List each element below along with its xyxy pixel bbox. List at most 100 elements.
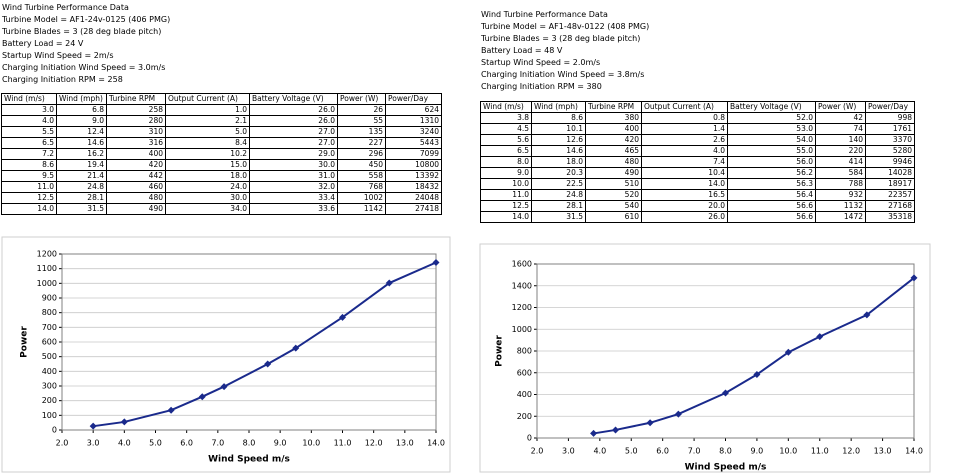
header-row: Wind (m/s) Wind (mph) Turbine RPM Output Cu… xyxy=(480,101,915,113)
table-cell: 1761 xyxy=(865,123,915,135)
y-tick-label: 1400 xyxy=(512,281,532,290)
table-cell: 5.5 xyxy=(1,126,57,138)
table-cell: 465 xyxy=(585,145,642,157)
table-cell: 558 xyxy=(337,170,386,182)
table-cell: 316 xyxy=(106,137,166,149)
info-line: Charging Initiation RPM = 258 xyxy=(2,75,123,84)
x-tick-label: 4.0 xyxy=(593,447,606,456)
table-cell: 56.4 xyxy=(727,189,816,201)
x-tick-label: 2.0 xyxy=(56,439,69,448)
table-cell: 3.0 xyxy=(1,104,57,116)
table-row: 5.5 12.4 310 5.0 27.0 135 3240 xyxy=(1,126,442,138)
x-tick-label: 11.0 xyxy=(334,439,352,448)
table-cell: 31.5 xyxy=(56,203,107,215)
table-cell: 9.0 xyxy=(56,115,107,127)
column-header: Wind (m/s) xyxy=(480,101,532,113)
marker xyxy=(198,393,206,401)
table-row: 4.0 9.0 280 2.1 26.0 55 1310 xyxy=(1,115,442,127)
table-cell: 1310 xyxy=(385,115,442,127)
x-tick-label: 4.0 xyxy=(118,439,131,448)
marker xyxy=(220,383,228,391)
table-cell: 14.6 xyxy=(56,137,107,149)
table-cell: 3.8 xyxy=(480,112,532,124)
table-cell: 9.0 xyxy=(480,167,532,179)
marker xyxy=(612,426,620,434)
table-cell: 296 xyxy=(337,148,386,160)
table-cell: 56.6 xyxy=(727,211,816,223)
column-header: Turbine RPM xyxy=(106,93,166,105)
y-tick-label: 300 xyxy=(42,382,57,391)
column-header: Battery Voltage (V) xyxy=(727,101,816,113)
table-cell: 9946 xyxy=(865,156,915,168)
table-cell: 460 xyxy=(106,181,166,193)
table-row: 9.5 21.4 442 18.0 31.0 558 13392 xyxy=(1,170,442,182)
marker xyxy=(784,348,792,356)
x-tick-label: 11.0 xyxy=(811,447,829,456)
table-cell: 52.0 xyxy=(727,112,816,124)
table-cell: 20.3 xyxy=(531,167,586,179)
table-cell: 610 xyxy=(585,211,642,223)
table-cell: 18.0 xyxy=(165,170,250,182)
y-tick-label: 200 xyxy=(42,396,57,405)
table-cell: 14.0 xyxy=(641,178,728,190)
table-cell: 33.4 xyxy=(249,192,338,204)
data-table: Wind (m/s) Wind (mph) Turbine RPM Output Cu… xyxy=(1,93,442,215)
x-tick-label: 10.0 xyxy=(302,439,320,448)
table-cell: 33.6 xyxy=(249,203,338,215)
marker xyxy=(910,274,918,282)
table-cell: 12.6 xyxy=(531,134,586,146)
y-tick-label: 600 xyxy=(42,338,57,347)
table-cell: 1.4 xyxy=(641,123,728,135)
table-cell: 10.4 xyxy=(641,167,728,179)
table-cell: 11.0 xyxy=(480,189,532,201)
table-cell: 0.8 xyxy=(641,112,728,124)
column-header: Power/Day xyxy=(385,93,442,105)
table-cell: 1.0 xyxy=(165,104,250,116)
table-cell: 420 xyxy=(106,159,166,171)
table-cell: 18917 xyxy=(865,178,915,190)
info-line: Battery Load = 48 V xyxy=(481,46,563,55)
y-tick-label: 800 xyxy=(42,308,57,317)
table-cell: 27.0 xyxy=(249,137,338,149)
marker xyxy=(292,344,300,352)
x-tick-label: 3.0 xyxy=(562,447,575,456)
table-cell: 16.5 xyxy=(641,189,728,201)
table-cell: 54.0 xyxy=(727,134,816,146)
table-cell: 788 xyxy=(815,178,866,190)
table-cell: 10800 xyxy=(385,159,442,171)
table-cell: 31.0 xyxy=(249,170,338,182)
x-tick-label: 6.0 xyxy=(656,447,669,456)
table-cell: 12.5 xyxy=(480,200,532,212)
table-cell: 27418 xyxy=(385,203,442,215)
column-header: Power (W) xyxy=(337,93,386,105)
table-cell: 4.5 xyxy=(480,123,532,135)
table-cell: 56.2 xyxy=(727,167,816,179)
table-cell: 2.6 xyxy=(641,134,728,146)
table-cell: 16.2 xyxy=(56,148,107,160)
table-cell: 8.6 xyxy=(1,159,57,171)
table-cell: 30.0 xyxy=(165,192,250,204)
table-cell: 5.0 xyxy=(165,126,250,138)
table-row: 4.5 10.1 400 1.4 53.0 74 1761 xyxy=(480,123,915,135)
column-header: Battery Voltage (V) xyxy=(249,93,338,105)
table-cell: 140 xyxy=(815,134,866,146)
x-tick-label: 2.0 xyxy=(531,447,544,456)
y-tick-label: 600 xyxy=(517,368,532,377)
table-cell: 14.0 xyxy=(480,211,532,223)
table-row: 11.0 24.8 460 24.0 32.0 768 18432 xyxy=(1,181,442,193)
table-cell: 480 xyxy=(106,192,166,204)
x-tick-label: 13.0 xyxy=(396,439,414,448)
column-header: Wind (mph) xyxy=(531,101,586,113)
table-cell: 540 xyxy=(585,200,642,212)
table-cell: 18.0 xyxy=(531,156,586,168)
table-cell: 42 xyxy=(815,112,866,124)
chart-frame xyxy=(1,236,451,473)
info-line: Startup Wind Speed = 2m/s xyxy=(2,51,114,60)
table-row: 3.8 8.6 380 0.8 52.0 42 998 xyxy=(480,112,915,124)
x-tick-label: 8.0 xyxy=(719,447,732,456)
y-tick-label: 1000 xyxy=(37,279,57,288)
table-cell: 6.5 xyxy=(1,137,57,149)
x-tick-label: 12.0 xyxy=(842,447,860,456)
table-cell: 5443 xyxy=(385,137,442,149)
